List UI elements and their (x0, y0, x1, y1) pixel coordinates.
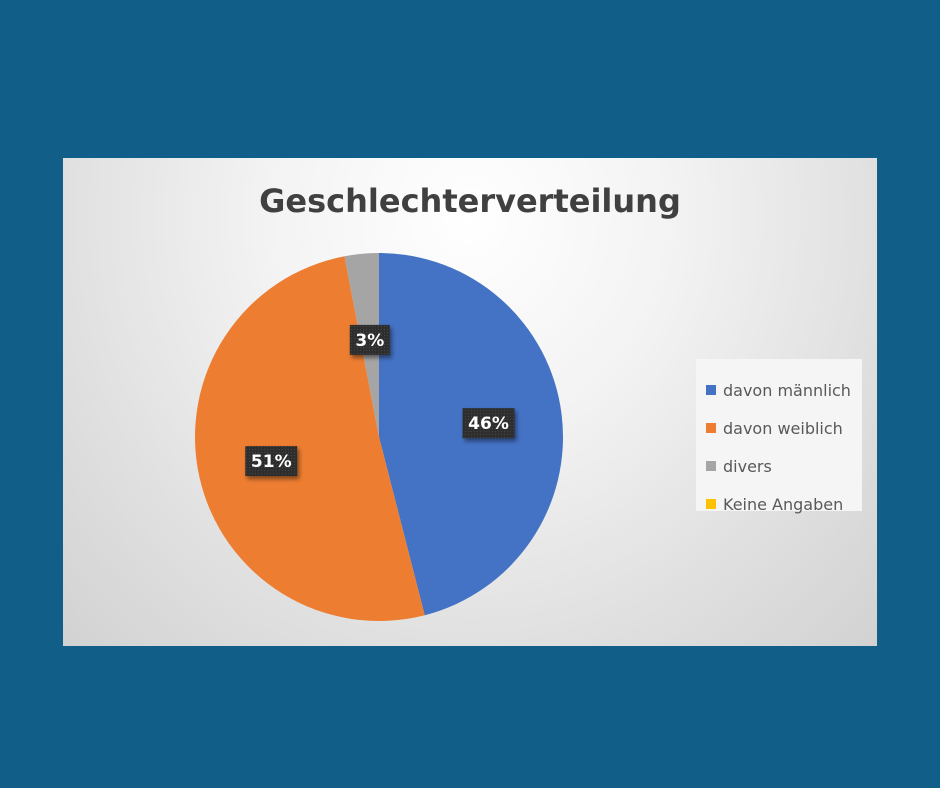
legend-swatch-female (706, 423, 716, 433)
data-label-diverse: 3% (349, 324, 390, 355)
legend-item-male: davon männlich (706, 371, 862, 409)
svg-text:3%: 3% (355, 331, 384, 351)
legend-item-diverse: divers (706, 447, 862, 485)
legend-item-female: davon weiblich (706, 409, 862, 447)
legend-item-no-answer: Keine Angaben (706, 485, 862, 523)
slice-female (195, 256, 425, 621)
legend-swatch-male (706, 385, 716, 395)
legend-swatch-no-answer (706, 499, 716, 509)
chart-area: Geschlechterverteilung 46% 51% 3% davon mä… (63, 158, 877, 646)
data-label-male: 46% (462, 408, 515, 439)
legend-label-female: davon weiblich (723, 418, 843, 438)
legend-label-male: davon männlich (723, 380, 851, 400)
svg-text:51%: 51% (251, 452, 292, 472)
svg-text:46%: 46% (468, 414, 509, 434)
chart-title: Geschlechterverteilung (259, 182, 681, 220)
legend-label-diverse: divers (723, 456, 772, 476)
legend: davon männlich davon weiblich divers Kei… (696, 359, 862, 514)
data-label-female: 51% (245, 446, 298, 477)
pie-chart: 46% 51% 3% (195, 253, 564, 621)
legend-swatch-diverse (706, 461, 716, 471)
legend-label-no-answer: Keine Angaben (723, 494, 844, 514)
